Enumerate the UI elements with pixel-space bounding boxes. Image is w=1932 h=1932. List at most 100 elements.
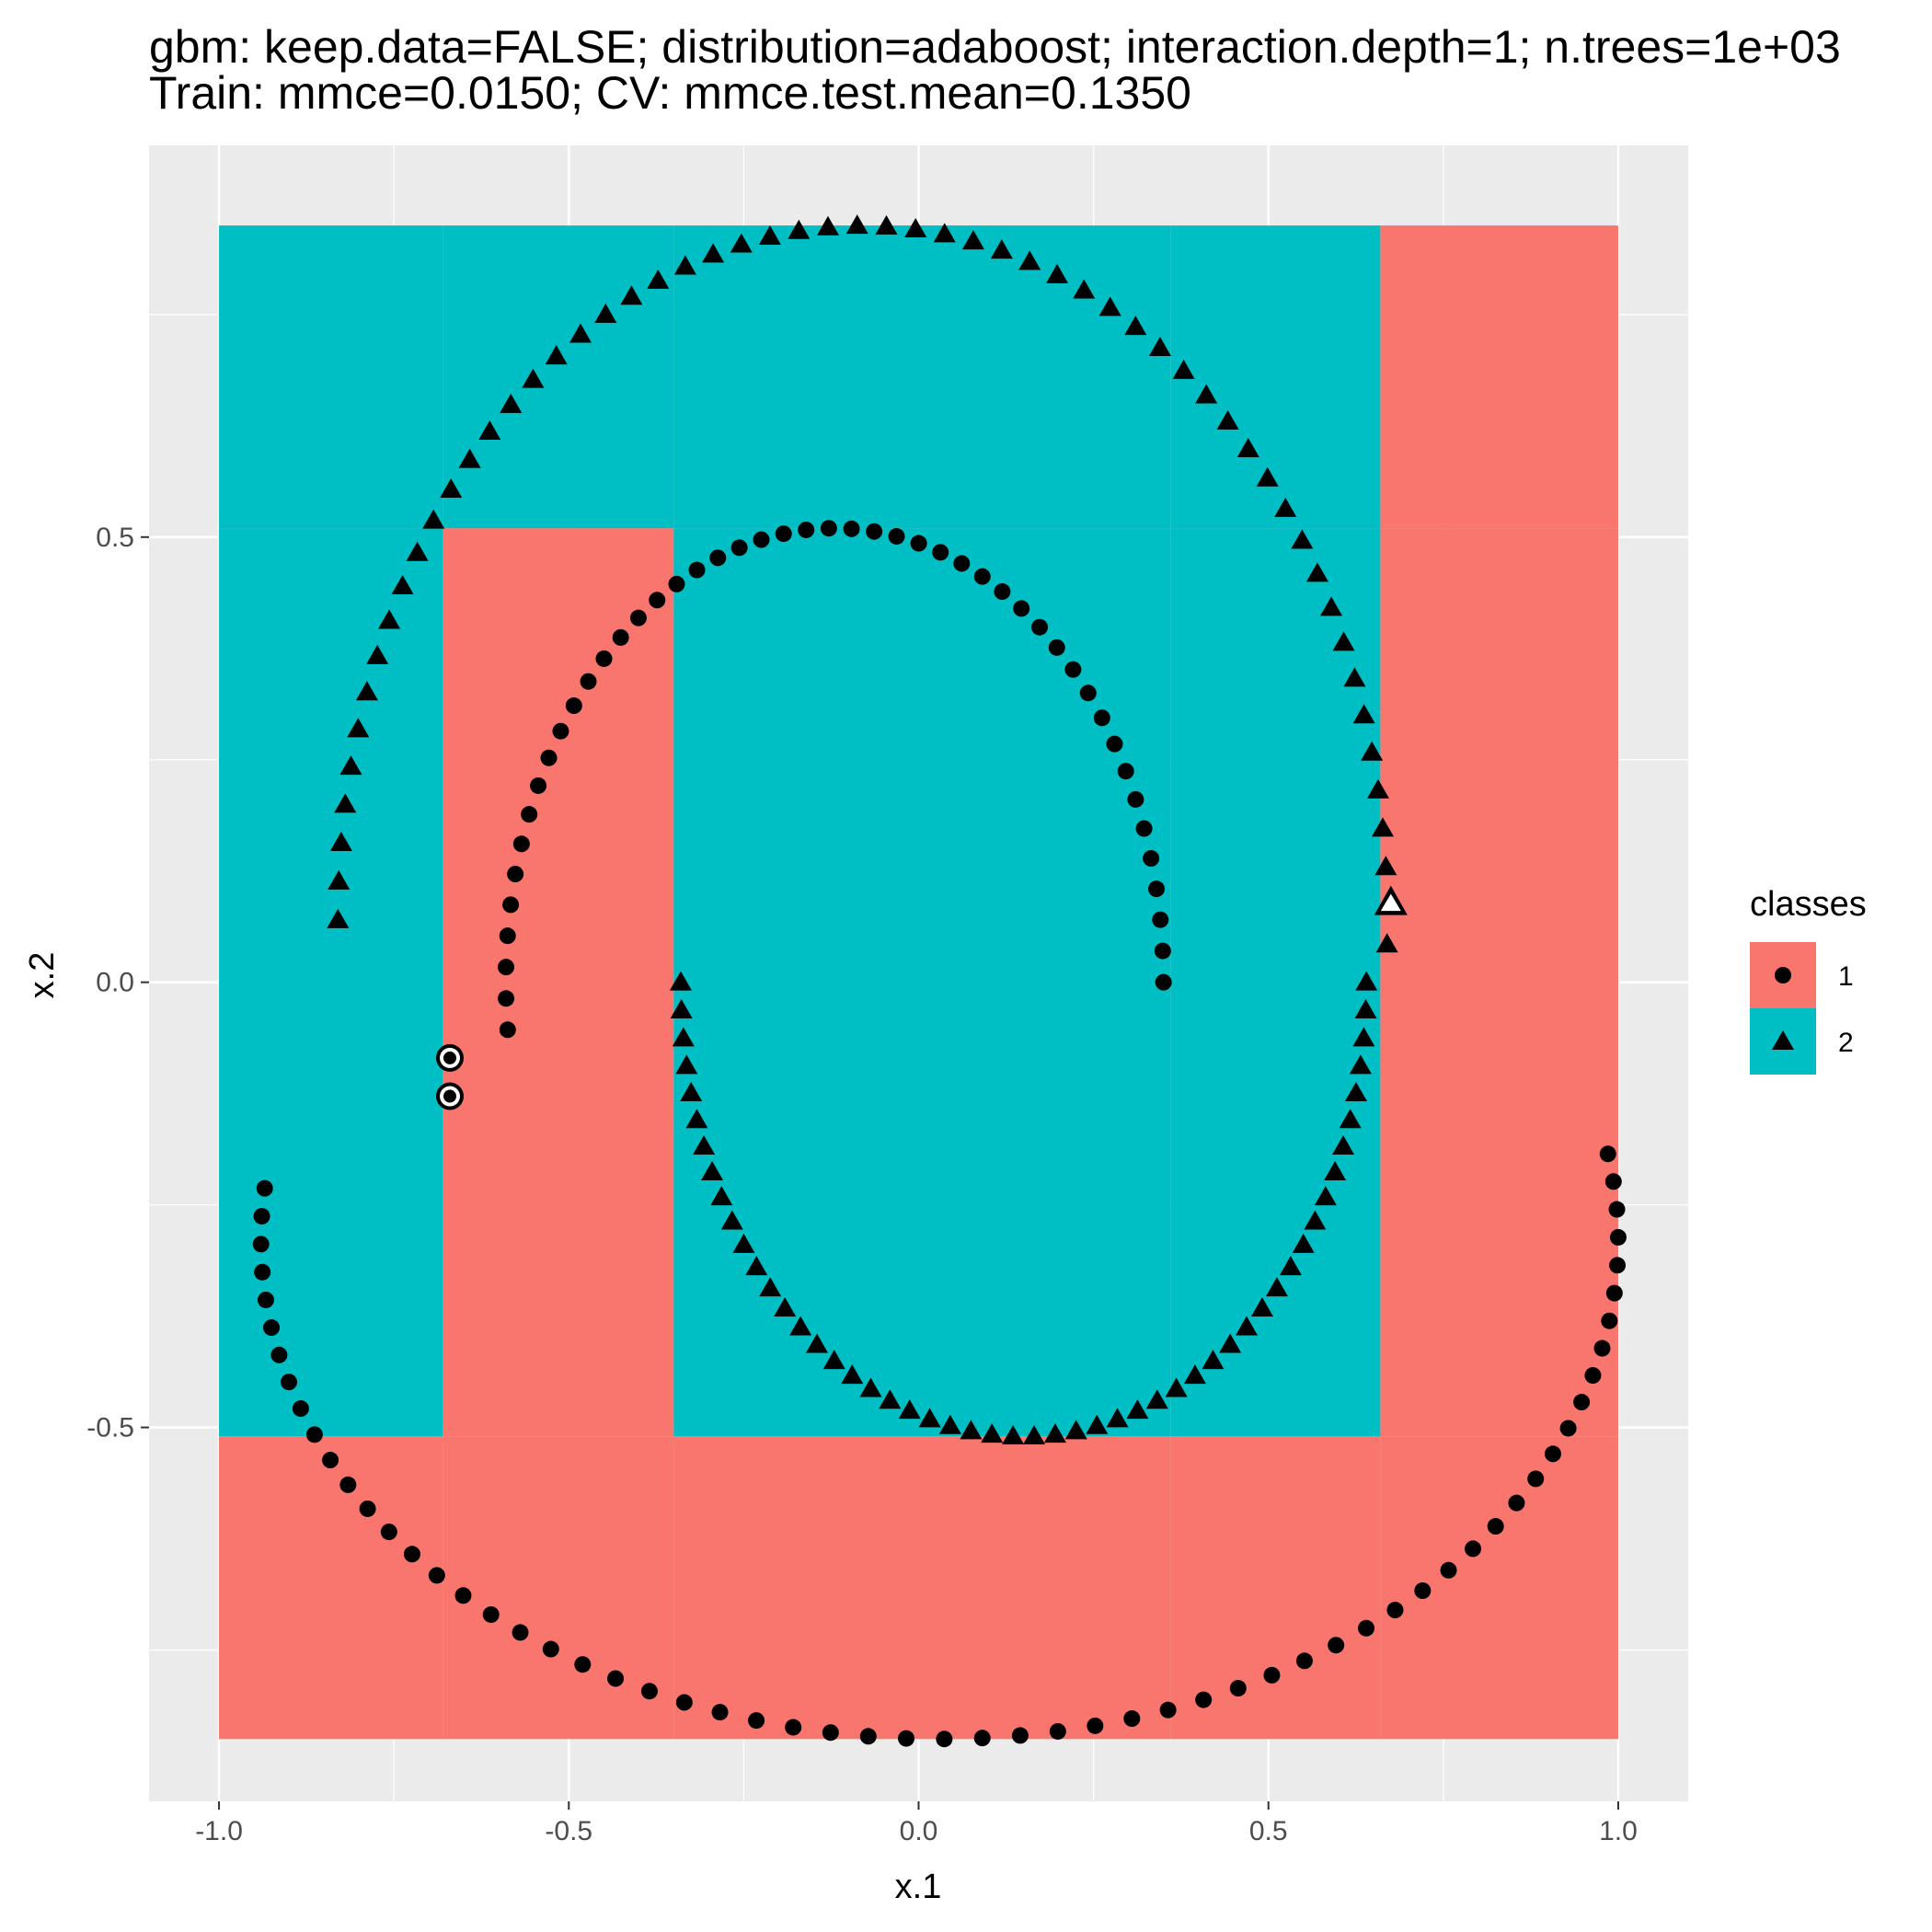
data-point-class-1	[748, 1712, 765, 1730]
data-point-class-1	[709, 549, 727, 567]
data-point-class-1	[898, 1730, 915, 1747]
data-point-class-1	[1487, 1518, 1504, 1535]
data-point-class-1	[675, 1694, 693, 1711]
data-point-class-2	[1361, 741, 1384, 761]
data-point-class-1	[1601, 1312, 1618, 1329]
data-point-class-1	[1229, 1680, 1247, 1697]
data-point-class-1	[292, 1400, 309, 1418]
data-point-class-1	[574, 1656, 592, 1673]
data-point-class-2	[816, 215, 839, 236]
data-point-class-2	[1372, 817, 1395, 837]
data-point-class-1	[866, 523, 883, 540]
data-point-class-2	[702, 243, 725, 263]
data-point-class-1	[552, 722, 569, 740]
data-point-class-1	[339, 1476, 357, 1493]
data-point-class-1	[281, 1374, 298, 1391]
data-point-class-1	[1573, 1394, 1591, 1411]
data-point-class-1	[252, 1236, 270, 1253]
data-point-class-2	[440, 477, 463, 498]
data-point-class-1	[1544, 1445, 1561, 1463]
data-point-class-2	[933, 223, 956, 243]
legend-label: 2	[1838, 1028, 1854, 1058]
data-point-class-1	[1031, 618, 1049, 636]
data-point-class-1	[256, 1179, 273, 1197]
data-point-class-2	[594, 303, 617, 323]
data-point-class-1	[305, 1426, 323, 1443]
data-point-class-1	[1155, 973, 1172, 991]
data-point-class-2	[1324, 1160, 1347, 1180]
data-point-class-1	[253, 1207, 270, 1225]
data-point-class-1	[753, 531, 770, 548]
data-point-class-2	[1279, 1256, 1302, 1276]
x-tick-label: 0.0	[900, 1816, 938, 1846]
data-point-class-2	[1304, 1210, 1327, 1230]
data-point-class-2	[1002, 1424, 1025, 1444]
data-point-class-2	[669, 971, 692, 991]
data-point-class-2	[478, 420, 501, 440]
region-cell-class-2	[1170, 528, 1381, 1437]
region-cell-class-1	[673, 1436, 1171, 1740]
data-point-class-2	[1349, 1054, 1372, 1075]
data-point-class-2	[845, 214, 868, 235]
x-tick-label: -0.5	[545, 1816, 592, 1846]
data-point-class-1	[973, 568, 991, 585]
data-point-class-1	[1295, 1652, 1313, 1670]
data-point-class-1	[1508, 1494, 1525, 1512]
data-point-class-1	[1135, 820, 1153, 837]
data-point-class-2	[1332, 631, 1355, 651]
x-tick-label: 0.5	[1249, 1816, 1288, 1846]
data-point-class-2	[1343, 667, 1366, 687]
region-cell-class-2	[1170, 225, 1381, 529]
data-point-class-2	[1124, 316, 1147, 336]
data-point-class-1	[607, 1670, 625, 1687]
data-point-class-1	[502, 896, 520, 914]
data-point-class-2	[545, 345, 568, 365]
data-point-class-2	[1352, 704, 1375, 724]
data-point-class-2	[859, 1377, 882, 1397]
legend-triangle-marker	[1772, 1030, 1794, 1050]
data-point-class-2	[458, 448, 481, 468]
data-point-class-2	[961, 230, 984, 250]
data-point-class-1	[843, 520, 860, 537]
region-cell-class-2	[673, 528, 1171, 1437]
data-point-class-1	[910, 535, 927, 552]
data-point-class-2	[1202, 1350, 1225, 1370]
y-tick-label: 0.0	[96, 968, 134, 998]
data-point-class-1	[359, 1500, 376, 1517]
data-point-class-1	[1013, 600, 1030, 617]
data-point-class-1	[859, 1728, 877, 1745]
data-point-class-1	[1117, 763, 1134, 780]
data-point-class-1	[1064, 661, 1082, 678]
data-point-class-2	[522, 368, 545, 388]
data-point-class-2	[1098, 296, 1121, 316]
data-point-class-1	[1559, 1420, 1577, 1437]
data-point-class-1	[498, 990, 515, 1007]
region-cell-class-2	[219, 528, 443, 1437]
data-point-class-2	[1374, 856, 1397, 876]
data-point-class-2	[1043, 1423, 1066, 1443]
legend-title: classes	[1750, 885, 1867, 924]
data-point-class-2	[1344, 1082, 1367, 1102]
region-cell-class-2	[443, 225, 674, 529]
data-point-class-1	[1154, 942, 1171, 960]
data-point-class-2	[500, 393, 523, 413]
data-point-class-1	[820, 520, 837, 537]
data-point-class-2	[1106, 1408, 1129, 1428]
data-point-class-1	[612, 628, 629, 646]
data-point-class-2	[990, 239, 1013, 259]
data-point-class-1	[936, 1731, 953, 1748]
data-point-class-2	[366, 644, 389, 664]
data-point-class-2	[789, 1316, 812, 1336]
data-point-class-1	[1048, 638, 1065, 656]
data-point-class-2	[1086, 1414, 1109, 1434]
data-point-class-2	[1291, 529, 1314, 549]
data-point-class-2	[673, 255, 696, 275]
data-point-class-2	[1332, 1134, 1355, 1155]
x-axis-title: x.1	[895, 1868, 942, 1906]
data-point-class-1	[953, 555, 971, 572]
data-point-class-2	[1292, 1233, 1315, 1253]
data-point-class-1	[1011, 1727, 1029, 1744]
data-point-class-2	[806, 1333, 829, 1353]
data-point-class-2	[1183, 1364, 1206, 1385]
data-point-class-2	[1236, 438, 1259, 458]
